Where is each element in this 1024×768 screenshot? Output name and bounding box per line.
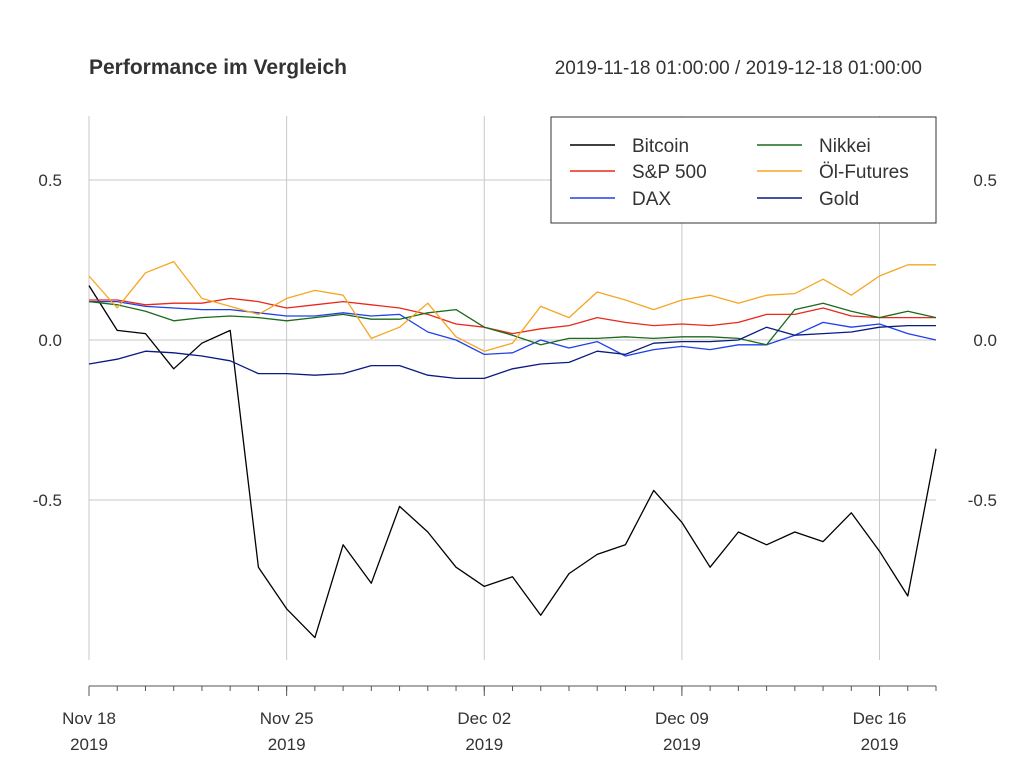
x-tick-label-4: Dec 16 <box>853 709 907 728</box>
legend: Bitcoin S&P 500 DAX Nikkei Öl-Futures Gold <box>550 116 937 224</box>
date-range-label: 2019-11-18 01:00:00 / 2019-12-18 01:00:0… <box>554 58 922 79</box>
x-axis: Nov 18 2019 Nov 25 2019 Dec 02 2019 Dec 09 2019… <box>62 685 937 754</box>
x-tick-year-label-4: 2019 <box>861 735 899 754</box>
x-tick-year-label-3: 2019 <box>663 735 701 754</box>
series-line--l-futures <box>88 260 936 352</box>
x-tick-year-label-2: 2019 <box>465 735 503 754</box>
series-line-nikkei <box>88 300 937 346</box>
x-tick-label-0: Nov 18 <box>62 709 116 728</box>
grid <box>88 116 936 660</box>
series-line-s-p-500 <box>89 297 936 335</box>
legend-label-bitcoin: Bitcoin <box>632 136 689 157</box>
legend-box <box>550 116 937 224</box>
series-line-bitcoin <box>88 285 937 639</box>
chart-title: Performance im Vergleich <box>89 56 347 79</box>
y-tick-label-left-0: 0.5 <box>38 171 62 190</box>
series-line-dax <box>89 300 937 357</box>
y-axis-right: 0.5 0.0 -0.5 <box>968 171 997 510</box>
x-tick-label-3: Dec 09 <box>655 709 709 728</box>
legend-label--l-futures: Öl-Futures <box>819 162 909 183</box>
series-line-gold <box>88 324 936 380</box>
legend-label-gold: Gold <box>819 189 859 210</box>
y-tick-label-left-2: -0.5 <box>33 491 62 510</box>
legend-label-dax: DAX <box>632 189 671 210</box>
y-tick-label-right-1: 0.0 <box>973 331 997 350</box>
y-tick-label-right-2: -0.5 <box>968 491 997 510</box>
y-tick-label-right-0: 0.5 <box>973 171 997 190</box>
series-lines <box>88 260 937 639</box>
y-axis-left: 0.5 0.0 -0.5 <box>33 171 62 510</box>
y-tick-label-left-1: 0.0 <box>38 331 62 350</box>
x-tick-label-1: Nov 25 <box>260 709 314 728</box>
x-tick-label-2: Dec 02 <box>457 709 511 728</box>
legend-label-s-p-500: S&P 500 <box>632 162 707 183</box>
x-tick-year-label-1: 2019 <box>268 735 306 754</box>
legend-label-nikkei: Nikkei <box>819 136 871 157</box>
x-tick-year-label-0: 2019 <box>70 735 108 754</box>
